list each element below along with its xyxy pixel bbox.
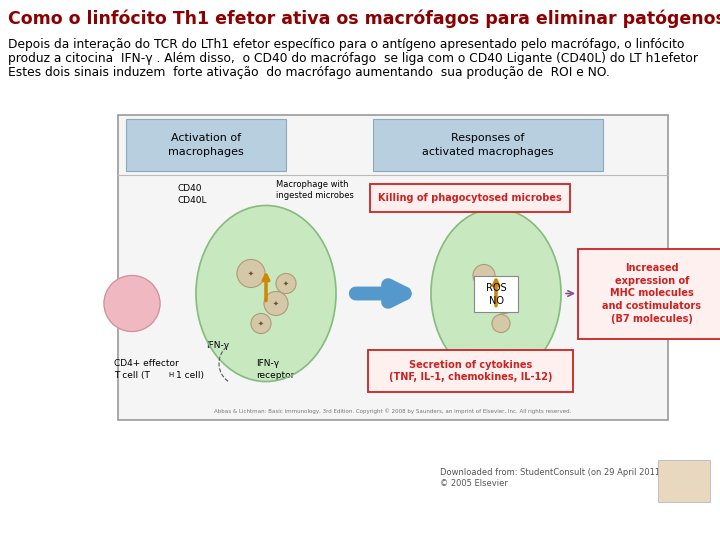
Text: ingested microbes: ingested microbes [276,191,354,200]
Text: CD40L: CD40L [178,196,207,205]
Text: 1 cell): 1 cell) [176,371,204,380]
Circle shape [486,374,496,383]
Text: NO: NO [488,296,503,306]
Text: produz a citocina  IFN-γ . Além disso,  o CD40 do macrófago  se liga com o CD40 : produz a citocina IFN-γ . Além disso, o … [8,52,698,65]
Text: receptor: receptor [256,370,294,380]
Ellipse shape [431,208,561,379]
FancyBboxPatch shape [658,460,710,502]
Text: H: H [168,372,174,378]
Circle shape [264,292,288,315]
Text: Activation of
macrophages: Activation of macrophages [168,133,244,157]
FancyBboxPatch shape [578,248,720,339]
FancyBboxPatch shape [370,184,570,212]
Circle shape [473,265,495,287]
Text: Depois da interação do TCR do LTh1 efetor específico para o antígeno apresentado: Depois da interação do TCR do LTh1 efeto… [8,38,685,51]
FancyBboxPatch shape [474,275,518,312]
Circle shape [506,370,516,381]
Text: ✦: ✦ [258,321,264,327]
Text: ELSEVIER: ELSEVIER [670,478,698,483]
FancyBboxPatch shape [368,350,573,392]
Text: IFN-γ: IFN-γ [206,341,229,350]
Text: ✦: ✦ [248,271,254,276]
Circle shape [494,294,514,314]
Circle shape [496,367,506,376]
Circle shape [237,260,265,287]
FancyBboxPatch shape [373,119,603,171]
Text: Como o linfócito Th1 efetor ativa os macrófagos para eliminar patógenos intracel: Como o linfócito Th1 efetor ativa os mac… [8,10,720,29]
Text: CD4+ effector: CD4+ effector [114,359,179,368]
Text: ✦: ✦ [283,280,289,287]
FancyBboxPatch shape [118,115,668,420]
Text: Downloaded from: StudentConsult (on 29 April 2011 10:55 PM): Downloaded from: StudentConsult (on 29 A… [440,468,705,477]
Text: ✦: ✦ [273,300,279,307]
Text: Killing of phagocytosed microbes: Killing of phagocytosed microbes [378,193,562,203]
Text: IFN-γ: IFN-γ [256,359,279,368]
Text: Secretion of cytokines
(TNF, IL-1, chemokines, IL-12): Secretion of cytokines (TNF, IL-1, chemo… [389,360,552,382]
Text: Estes dois sinais induzem  forte ativação  do macrófago aumentando  sua produção: Estes dois sinais induzem forte ativação… [8,66,610,79]
Circle shape [492,314,510,333]
Circle shape [276,273,296,294]
Text: Responses of
activated macrophages: Responses of activated macrophages [422,133,554,157]
FancyBboxPatch shape [126,119,286,171]
Text: CD40: CD40 [178,184,202,193]
Text: Macrophage with: Macrophage with [276,180,348,189]
Text: ROS: ROS [486,283,506,293]
Ellipse shape [196,206,336,381]
Circle shape [104,275,160,332]
Circle shape [476,363,486,374]
Circle shape [251,314,271,334]
Text: Increased
expression of
MHC molecules
and costimulators
(B7 molecules): Increased expression of MHC molecules an… [603,263,701,324]
Text: Abbas & Lichtman: Basic Immunology, 3rd Edition. Copyright © 2008 by Saunders, a: Abbas & Lichtman: Basic Immunology, 3rd … [215,408,572,414]
Text: © 2005 Elsevier: © 2005 Elsevier [440,479,508,488]
Text: T cell (T: T cell (T [114,371,150,380]
